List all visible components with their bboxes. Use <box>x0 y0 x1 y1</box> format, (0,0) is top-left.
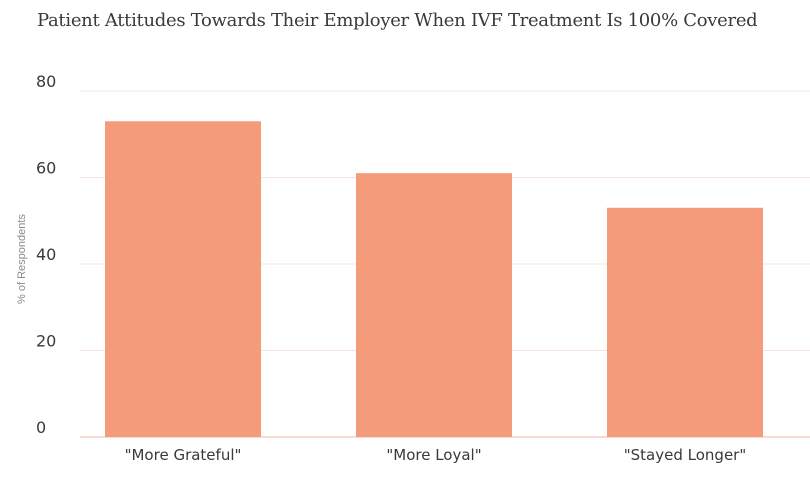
bar <box>105 121 261 438</box>
chart-title: Patient Attitudes Towards Their Employer… <box>37 10 758 31</box>
y-tick-label: 80 <box>36 72 56 91</box>
bar <box>356 173 512 438</box>
x-tick-label: "Stayed Longer" <box>624 446 746 464</box>
y-tick-label: 60 <box>36 159 56 178</box>
bar <box>607 207 763 437</box>
y-tick-label: 40 <box>36 245 56 264</box>
y-tick-label: 0 <box>36 418 46 437</box>
x-tick-label: "More Loyal" <box>386 446 481 464</box>
x-tick-label: "More Grateful" <box>125 446 242 464</box>
y-tick-label: 20 <box>36 332 56 351</box>
